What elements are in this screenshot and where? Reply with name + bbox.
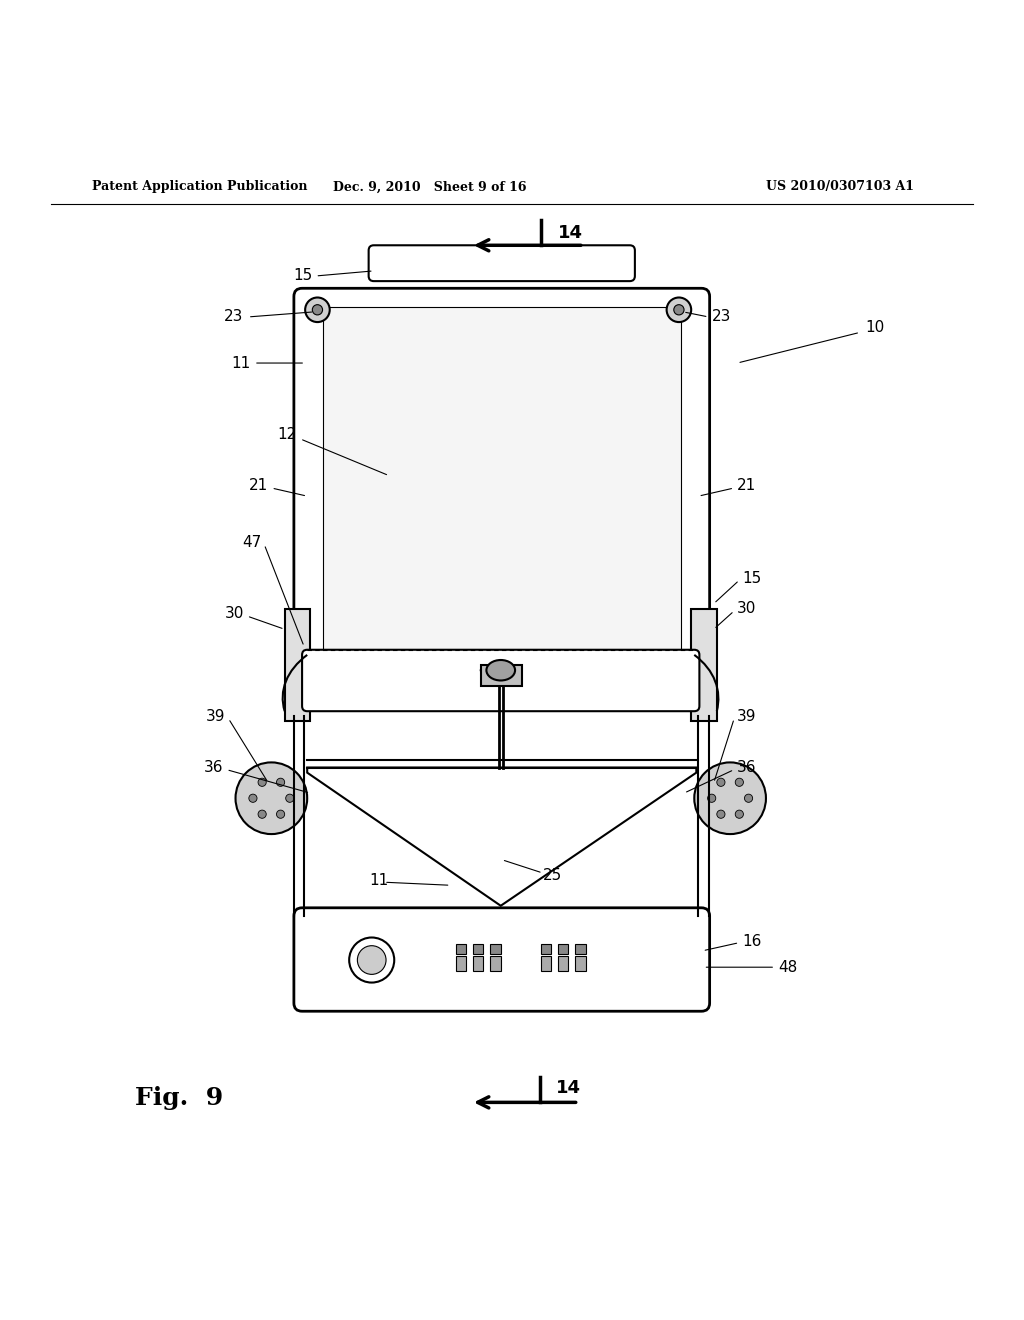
FancyBboxPatch shape — [302, 649, 699, 711]
Bar — [541, 956, 551, 972]
Bar — [575, 956, 586, 972]
Bar — [473, 944, 483, 954]
Text: Fig.  9: Fig. 9 — [135, 1086, 223, 1110]
Circle shape — [286, 795, 294, 803]
Text: US 2010/0307103 A1: US 2010/0307103 A1 — [766, 181, 913, 194]
Circle shape — [276, 810, 285, 818]
Text: 25: 25 — [544, 867, 562, 883]
Text: 15: 15 — [742, 570, 762, 586]
Circle shape — [305, 297, 330, 322]
Circle shape — [236, 763, 307, 834]
Bar — [323, 306, 681, 685]
Circle shape — [249, 795, 257, 803]
Circle shape — [312, 305, 323, 315]
FancyBboxPatch shape — [369, 246, 635, 281]
Text: 23: 23 — [712, 309, 731, 325]
Bar — [558, 944, 568, 954]
Bar — [541, 944, 551, 954]
Text: 23: 23 — [224, 309, 244, 325]
Circle shape — [735, 779, 743, 787]
Circle shape — [258, 779, 266, 787]
Text: 16: 16 — [742, 935, 762, 949]
Circle shape — [694, 763, 766, 834]
Text: 48: 48 — [778, 960, 798, 974]
Text: 30: 30 — [224, 606, 244, 622]
Bar — [456, 944, 466, 954]
Text: 21: 21 — [249, 478, 268, 494]
Text: 36: 36 — [737, 760, 757, 775]
Polygon shape — [307, 767, 696, 906]
Text: Patent Application Publication: Patent Application Publication — [92, 181, 307, 194]
Text: 11: 11 — [231, 355, 251, 371]
Circle shape — [258, 810, 266, 818]
Text: 47: 47 — [242, 535, 261, 549]
FancyBboxPatch shape — [294, 908, 710, 1011]
Circle shape — [349, 937, 394, 982]
Bar — [691, 609, 717, 722]
Text: 15: 15 — [293, 268, 312, 284]
Text: 11: 11 — [370, 873, 388, 887]
Text: 14: 14 — [558, 224, 583, 242]
Circle shape — [744, 795, 753, 803]
Ellipse shape — [486, 660, 515, 681]
Text: 30: 30 — [737, 602, 757, 616]
Bar — [490, 944, 501, 954]
Text: 36: 36 — [204, 760, 223, 775]
Bar — [490, 956, 501, 972]
Text: Dec. 9, 2010   Sheet 9 of 16: Dec. 9, 2010 Sheet 9 of 16 — [334, 181, 526, 194]
Text: 39: 39 — [737, 709, 757, 723]
Bar — [456, 956, 466, 972]
Circle shape — [717, 779, 725, 787]
Bar — [575, 944, 586, 954]
Circle shape — [357, 945, 386, 974]
Bar — [285, 609, 310, 722]
Circle shape — [735, 810, 743, 818]
Circle shape — [276, 779, 285, 787]
Bar — [558, 956, 568, 972]
Circle shape — [717, 810, 725, 818]
Circle shape — [674, 305, 684, 315]
Circle shape — [667, 297, 691, 322]
Text: 39: 39 — [206, 709, 225, 723]
Text: 14: 14 — [556, 1078, 581, 1097]
Ellipse shape — [480, 664, 521, 676]
Text: 10: 10 — [865, 319, 885, 335]
Polygon shape — [481, 665, 522, 685]
Text: 12: 12 — [278, 428, 297, 442]
Bar — [473, 956, 483, 972]
FancyBboxPatch shape — [294, 288, 710, 709]
Circle shape — [708, 795, 716, 803]
Text: 21: 21 — [737, 478, 757, 494]
